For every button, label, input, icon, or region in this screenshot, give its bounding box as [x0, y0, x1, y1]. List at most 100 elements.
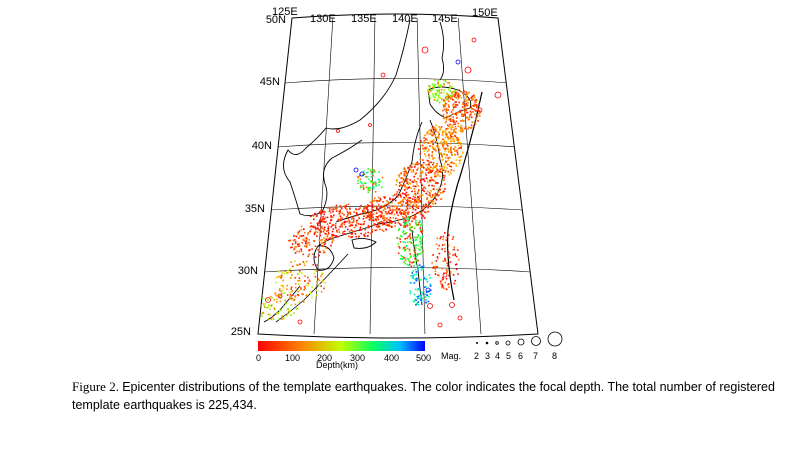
epicenter-dot — [433, 180, 435, 182]
epicenter-dot — [420, 193, 422, 196]
epicenter-dot — [381, 214, 383, 216]
epicenter-dot — [269, 314, 271, 316]
epicenter-dot — [407, 200, 409, 202]
epicenter-dot — [408, 167, 411, 169]
epicenter-dot — [427, 300, 430, 303]
epicenter-dot — [454, 279, 456, 282]
epicenter-dot — [390, 220, 392, 223]
epicenter-dot — [400, 173, 402, 175]
epicenter-dot — [416, 302, 418, 305]
epicenter-dot — [341, 226, 343, 228]
epicenter-dot — [431, 195, 434, 198]
epicenter-dot — [412, 249, 415, 252]
epicenter-dot — [430, 129, 433, 131]
epicenter-dot — [446, 132, 448, 135]
epicenter-dot — [413, 179, 416, 181]
epicenter-dot — [471, 108, 474, 110]
epicenter-dot — [456, 151, 459, 154]
epicenter-dot — [419, 238, 422, 240]
epicenter-dot — [452, 140, 455, 142]
epicenter-dot — [380, 210, 383, 213]
epicenter-dot — [414, 298, 416, 301]
epicenter-dot — [436, 167, 438, 170]
epicenter-dot — [457, 125, 460, 127]
epicenter-dot — [326, 223, 329, 225]
epicenter-dot — [363, 210, 365, 213]
epicenter-dot — [437, 247, 439, 250]
epicenter-dot — [375, 206, 378, 208]
epicenter-dot — [449, 142, 451, 145]
epicenter-dot — [400, 213, 403, 216]
epicenter-dot — [325, 239, 327, 242]
epicenter-dot — [385, 203, 388, 206]
epicenter-dot — [420, 299, 422, 301]
epicenter-dot — [458, 142, 460, 144]
epicenter-dot — [434, 149, 436, 151]
epicenter-dot — [318, 222, 321, 224]
epicenter-dot — [413, 255, 415, 257]
epicenter-dot — [290, 246, 292, 249]
epicenter-dot — [459, 159, 462, 161]
epicenter-dot — [459, 156, 462, 158]
epicenter-dot — [406, 263, 409, 266]
epicenter-dot — [453, 95, 456, 97]
epicenter-dot — [422, 205, 425, 208]
epicenter-dot — [298, 250, 301, 253]
epicenter-dot — [409, 197, 411, 199]
epicenter-dot — [356, 219, 359, 221]
epicenter-dot — [427, 194, 429, 196]
epicenter-dot — [398, 247, 401, 249]
epicenter-dot — [449, 95, 452, 98]
epicenter-dot — [403, 189, 406, 191]
epicenter-dot — [411, 180, 414, 183]
large-event-circle — [471, 37, 477, 43]
epicenter-dot — [428, 295, 430, 298]
epicenter-dot — [419, 241, 422, 243]
epicenter-dot — [417, 235, 419, 237]
epicenter-dot — [449, 149, 452, 152]
epicenter-dot — [444, 101, 446, 103]
epicenter-dot — [474, 109, 476, 112]
epicenter-dot — [454, 253, 457, 255]
epicenter-dot — [375, 199, 377, 202]
epicenter-dot — [475, 118, 477, 121]
epicenter-dot — [312, 226, 315, 228]
epicenter-dot — [432, 267, 434, 269]
epicenter-dot — [277, 270, 280, 273]
epicenter-dot — [299, 235, 301, 237]
epicenter-dot — [390, 225, 392, 227]
epicenter-dot — [452, 123, 455, 126]
epicenter-dot — [449, 95, 452, 97]
epicenter-dot — [339, 215, 342, 217]
epicenter-dot — [439, 85, 442, 88]
epicenter-dot — [414, 261, 416, 263]
epicenter-dot — [372, 187, 375, 190]
epicenter-dot — [446, 154, 448, 156]
epicenter-dot — [327, 207, 329, 209]
epicenter-dot — [446, 133, 448, 136]
epicenter-dot — [294, 283, 297, 285]
epicenter-dot — [395, 179, 398, 181]
epicenter-dot — [378, 225, 381, 228]
epicenter-dot — [415, 259, 418, 262]
epicenter-dot — [382, 216, 385, 218]
epicenter-dot — [411, 211, 414, 214]
epicenter-dot — [324, 216, 327, 219]
epicenter-dot — [442, 165, 445, 168]
epicenter-dot — [446, 264, 449, 267]
epicenter-dot — [306, 239, 308, 241]
epicenter-dot — [419, 236, 422, 239]
epicenter-dot — [414, 214, 416, 217]
epicenter-dot — [437, 131, 440, 133]
large-event-circle — [442, 272, 448, 278]
epicenter-dot — [440, 88, 443, 91]
epicenter-dot — [412, 242, 414, 245]
epicenter-dot — [372, 213, 375, 215]
epicenter-dot — [432, 167, 434, 169]
epicenter-dot — [449, 133, 452, 135]
epicenter-dot — [409, 235, 411, 237]
epicenter-dot — [291, 246, 293, 248]
epicenter-dot — [443, 287, 445, 290]
epicenter-dot — [316, 227, 318, 230]
epicenter-dot — [294, 296, 296, 298]
